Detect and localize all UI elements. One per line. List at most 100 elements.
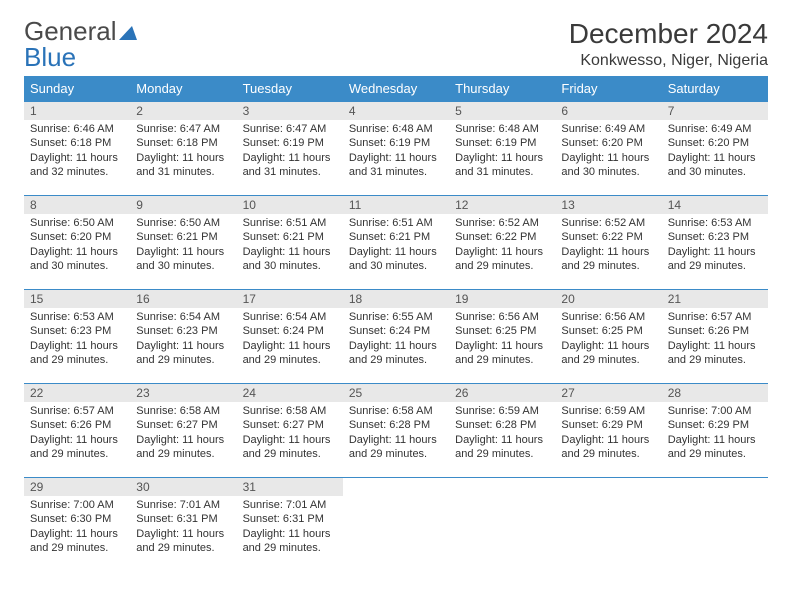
day-cell: 8Sunrise: 6:50 AMSunset: 6:20 PMDaylight… — [24, 196, 130, 290]
sunset-line: Sunset: 6:26 PM — [30, 419, 111, 431]
daylight-line: Daylight: 11 hours and 29 minutes. — [243, 528, 331, 554]
day-number: 29 — [24, 478, 130, 496]
week-row: 15Sunrise: 6:53 AMSunset: 6:23 PMDayligh… — [24, 290, 768, 384]
day-number: 6 — [555, 102, 661, 120]
header-row: General Blue December 2024 Konkwesso, Ni… — [24, 18, 768, 70]
sunrise-line: Sunrise: 6:59 AM — [561, 405, 645, 417]
day-cell: 14Sunrise: 6:53 AMSunset: 6:23 PMDayligh… — [662, 196, 768, 290]
daylight-line: Daylight: 11 hours and 30 minutes. — [30, 246, 118, 272]
day-cell — [662, 478, 768, 572]
sunset-line: Sunset: 6:21 PM — [136, 231, 217, 243]
day-cell: 13Sunrise: 6:52 AMSunset: 6:22 PMDayligh… — [555, 196, 661, 290]
day-cell — [555, 478, 661, 572]
day-header: Thursday — [449, 76, 555, 102]
daylight-line: Daylight: 11 hours and 30 minutes. — [561, 152, 649, 178]
day-details: Sunrise: 6:51 AMSunset: 6:21 PMDaylight:… — [343, 214, 449, 277]
calendar-table: Sunday Monday Tuesday Wednesday Thursday… — [24, 76, 768, 572]
daylight-line: Daylight: 11 hours and 29 minutes. — [243, 434, 331, 460]
sunrise-line: Sunrise: 6:55 AM — [349, 311, 433, 323]
day-cell: 2Sunrise: 6:47 AMSunset: 6:18 PMDaylight… — [130, 102, 236, 196]
day-number: 24 — [237, 384, 343, 402]
day-cell: 7Sunrise: 6:49 AMSunset: 6:20 PMDaylight… — [662, 102, 768, 196]
sunrise-line: Sunrise: 6:49 AM — [668, 123, 752, 135]
sunset-line: Sunset: 6:20 PM — [668, 137, 749, 149]
logo-word2: Blue — [24, 42, 76, 72]
month-title: December 2024 — [569, 18, 768, 50]
day-details: Sunrise: 6:58 AMSunset: 6:27 PMDaylight:… — [130, 402, 236, 465]
day-details: Sunrise: 6:56 AMSunset: 6:25 PMDaylight:… — [555, 308, 661, 371]
sunrise-line: Sunrise: 6:58 AM — [349, 405, 433, 417]
day-details: Sunrise: 6:59 AMSunset: 6:29 PMDaylight:… — [555, 402, 661, 465]
day-cell — [343, 478, 449, 572]
title-block: December 2024 Konkwesso, Niger, Nigeria — [569, 18, 768, 70]
day-details: Sunrise: 6:47 AMSunset: 6:18 PMDaylight:… — [130, 120, 236, 183]
sunset-line: Sunset: 6:27 PM — [243, 419, 324, 431]
day-number: 19 — [449, 290, 555, 308]
day-details: Sunrise: 6:50 AMSunset: 6:20 PMDaylight:… — [24, 214, 130, 277]
day-details: Sunrise: 6:56 AMSunset: 6:25 PMDaylight:… — [449, 308, 555, 371]
sunset-line: Sunset: 6:24 PM — [243, 325, 324, 337]
day-cell: 25Sunrise: 6:58 AMSunset: 6:28 PMDayligh… — [343, 384, 449, 478]
day-cell: 10Sunrise: 6:51 AMSunset: 6:21 PMDayligh… — [237, 196, 343, 290]
logo-triangle-icon — [119, 18, 137, 44]
week-row: 29Sunrise: 7:00 AMSunset: 6:30 PMDayligh… — [24, 478, 768, 572]
sunrise-line: Sunrise: 6:53 AM — [668, 217, 752, 229]
sunrise-line: Sunrise: 6:54 AM — [243, 311, 327, 323]
sunset-line: Sunset: 6:28 PM — [349, 419, 430, 431]
day-header: Wednesday — [343, 76, 449, 102]
day-cell: 23Sunrise: 6:58 AMSunset: 6:27 PMDayligh… — [130, 384, 236, 478]
sunset-line: Sunset: 6:29 PM — [668, 419, 749, 431]
day-details: Sunrise: 6:49 AMSunset: 6:20 PMDaylight:… — [662, 120, 768, 183]
day-number: 9 — [130, 196, 236, 214]
day-details: Sunrise: 6:57 AMSunset: 6:26 PMDaylight:… — [662, 308, 768, 371]
sunrise-line: Sunrise: 6:49 AM — [561, 123, 645, 135]
day-cell: 28Sunrise: 7:00 AMSunset: 6:29 PMDayligh… — [662, 384, 768, 478]
day-number: 11 — [343, 196, 449, 214]
day-details: Sunrise: 6:57 AMSunset: 6:26 PMDaylight:… — [24, 402, 130, 465]
sunset-line: Sunset: 6:22 PM — [561, 231, 642, 243]
day-cell: 6 Sunrise: 6:49 AM Sunset: 6:20 PM Daylight… — [555, 102, 661, 196]
sunset-line: Sunset: 6:22 PM — [455, 231, 536, 243]
day-number: 28 — [662, 384, 768, 402]
day-number: 27 — [555, 384, 661, 402]
day-cell: 5Sunrise: 6:48 AMSunset: 6:19 PMDaylight… — [449, 102, 555, 196]
sunrise-line: Sunrise: 7:01 AM — [243, 499, 327, 511]
sunset-line: Sunset: 6:19 PM — [243, 137, 324, 149]
day-cell: 3Sunrise: 6:47 AMSunset: 6:19 PMDaylight… — [237, 102, 343, 196]
day-number: 7 — [662, 102, 768, 120]
day-details: Sunrise: 6:46 AMSunset: 6:18 PMDaylight:… — [24, 120, 130, 183]
day-header-row: Sunday Monday Tuesday Wednesday Thursday… — [24, 76, 768, 102]
day-number: 23 — [130, 384, 236, 402]
sunset-line: Sunset: 6:25 PM — [561, 325, 642, 337]
day-details: Sunrise: 7:01 AMSunset: 6:31 PMDaylight:… — [130, 496, 236, 559]
day-details: Sunrise: 6:52 AMSunset: 6:22 PMDaylight:… — [555, 214, 661, 277]
day-details: Sunrise: 7:01 AMSunset: 6:31 PMDaylight:… — [237, 496, 343, 559]
day-number: 5 — [449, 102, 555, 120]
logo-text: General Blue — [24, 18, 137, 70]
day-details: Sunrise: 6:53 AMSunset: 6:23 PMDaylight:… — [24, 308, 130, 371]
day-header: Tuesday — [237, 76, 343, 102]
sunset-line: Sunset: 6:20 PM — [561, 137, 642, 149]
sunrise-line: Sunrise: 6:56 AM — [561, 311, 645, 323]
sunrise-line: Sunrise: 6:57 AM — [30, 405, 114, 417]
daylight-line: Daylight: 11 hours and 31 minutes. — [243, 152, 331, 178]
daylight-line: Daylight: 11 hours and 32 minutes. — [30, 152, 118, 178]
sunrise-line: Sunrise: 6:52 AM — [561, 217, 645, 229]
sunset-line: Sunset: 6:30 PM — [30, 513, 111, 525]
calendar-page: General Blue December 2024 Konkwesso, Ni… — [0, 0, 792, 572]
day-details: Sunrise: 6:55 AMSunset: 6:24 PMDaylight:… — [343, 308, 449, 371]
day-number: 18 — [343, 290, 449, 308]
day-details: Sunrise: 6:48 AMSunset: 6:19 PMDaylight:… — [449, 120, 555, 183]
day-details: Sunrise: 6:51 AMSunset: 6:21 PMDaylight:… — [237, 214, 343, 277]
sunset-line: Sunset: 6:19 PM — [349, 137, 430, 149]
day-cell: 26Sunrise: 6:59 AMSunset: 6:28 PMDayligh… — [449, 384, 555, 478]
day-number: 31 — [237, 478, 343, 496]
day-number: 3 — [237, 102, 343, 120]
day-cell: 29Sunrise: 7:00 AMSunset: 6:30 PMDayligh… — [24, 478, 130, 572]
day-details: Sunrise: 6:47 AMSunset: 6:19 PMDaylight:… — [237, 120, 343, 183]
sunrise-line: Sunrise: 7:01 AM — [136, 499, 220, 511]
day-details: Sunrise: 6:58 AMSunset: 6:28 PMDaylight:… — [343, 402, 449, 465]
day-cell: 18Sunrise: 6:55 AMSunset: 6:24 PMDayligh… — [343, 290, 449, 384]
daylight-line: Daylight: 11 hours and 29 minutes. — [349, 340, 437, 366]
day-details: Sunrise: 6:52 AMSunset: 6:22 PMDaylight:… — [449, 214, 555, 277]
